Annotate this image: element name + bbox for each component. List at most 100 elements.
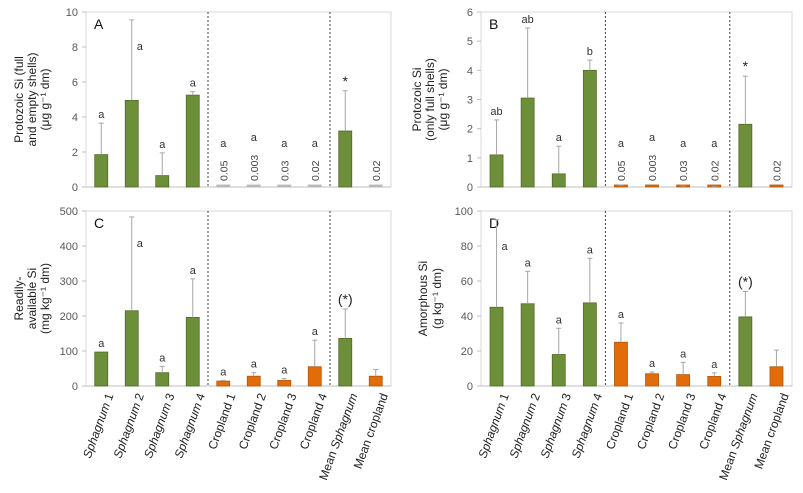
bar bbox=[520, 97, 535, 188]
x-category-text: 2 bbox=[130, 391, 147, 405]
significance-letter: a bbox=[159, 139, 166, 151]
significance-letter: * bbox=[743, 58, 749, 74]
y-tick-label: 0 bbox=[467, 182, 473, 194]
y-tick-label: 5 bbox=[467, 36, 473, 48]
y-tick-label: 4 bbox=[72, 112, 78, 124]
bar-value-label: 0.03 bbox=[279, 160, 291, 181]
significance-letter: a bbox=[312, 326, 319, 338]
y-tick-label: 400 bbox=[60, 241, 78, 253]
significance-letter: a bbox=[251, 132, 258, 144]
x-category-label: Cropland 4 bbox=[696, 391, 729, 451]
bar bbox=[645, 184, 659, 188]
significance-letter: a bbox=[281, 365, 288, 377]
bar bbox=[216, 380, 231, 387]
panel-letter: D bbox=[489, 215, 499, 231]
significance-letter: a bbox=[711, 359, 718, 371]
panel-letter: B bbox=[489, 16, 498, 32]
significance-letter: a bbox=[137, 41, 144, 53]
y-tick-label: 8 bbox=[72, 42, 78, 54]
bar bbox=[368, 375, 383, 387]
x-category-label: Sphagnum 2 bbox=[506, 391, 543, 460]
bar bbox=[769, 184, 784, 188]
significance-letter: a bbox=[587, 244, 594, 256]
x-category-text: Cropland 4 bbox=[696, 391, 729, 451]
significance-letter: a bbox=[501, 241, 508, 253]
x-category-text: Mean bbox=[716, 446, 741, 482]
y-tick-label: 6 bbox=[72, 77, 78, 89]
x-category-label: Sphagnum 1 bbox=[475, 391, 512, 460]
y-axis-title-line: Protozoic Si bbox=[410, 67, 424, 131]
bar bbox=[645, 373, 659, 387]
y-tick-label: 100 bbox=[60, 346, 78, 358]
bar bbox=[551, 354, 566, 387]
significance-letter: (*) bbox=[338, 291, 353, 307]
significance-letter: a bbox=[680, 138, 687, 150]
y-axis-title-line: Amorphous Si bbox=[416, 261, 430, 336]
y-axis-title-line: Protozoic Si (full bbox=[12, 56, 26, 143]
significance-letter: a bbox=[220, 138, 227, 150]
y-tick-label: 6 bbox=[467, 7, 473, 19]
bar bbox=[124, 310, 139, 387]
bar bbox=[307, 184, 322, 188]
x-category-label: Cropland 4 bbox=[297, 391, 330, 451]
x-category-label: Sphagnum 1 bbox=[80, 391, 117, 460]
bar-value-label: 0.003 bbox=[647, 155, 659, 181]
y-tick-label: 200 bbox=[60, 311, 78, 323]
bar bbox=[94, 351, 109, 387]
y-tick-label: 3 bbox=[467, 95, 473, 107]
x-category-label: Sphagnum 3 bbox=[537, 391, 574, 460]
y-tick-label: 1 bbox=[467, 153, 473, 165]
panel-letter: C bbox=[94, 215, 104, 231]
x-category-italic: Sphagnum bbox=[171, 401, 204, 460]
y-tick-label: 10 bbox=[66, 7, 78, 19]
bar bbox=[246, 375, 261, 387]
x-category-italic: Sphagnum bbox=[569, 401, 602, 460]
bar bbox=[246, 184, 261, 188]
significance-letter: a bbox=[251, 359, 258, 371]
significance-letter: a bbox=[680, 348, 687, 360]
significance-letter: a bbox=[312, 138, 319, 150]
x-category-text: Cropland 3 bbox=[665, 391, 698, 451]
significance-letter: a bbox=[711, 138, 718, 150]
y-tick-label: 2 bbox=[72, 147, 78, 159]
y-axis-title-line: and empty shells) bbox=[25, 52, 39, 146]
y-tick-label: 0 bbox=[72, 182, 78, 194]
x-category-text: Cropland 2 bbox=[236, 391, 269, 451]
x-category-text: 1 bbox=[495, 391, 512, 405]
significance-letter: a bbox=[98, 338, 105, 350]
bar bbox=[368, 184, 383, 188]
significance-letter: a bbox=[190, 265, 197, 277]
panel-b: 0 1 2 3 4 5 6 Protozoic Si (only full shells) (μg… bbox=[410, 7, 793, 194]
y-tick-label: 100 bbox=[455, 206, 473, 218]
x-category-italic: Sphagnum bbox=[141, 401, 174, 460]
x-category-label: Cropland 2 bbox=[634, 391, 667, 451]
y-axis-title-line: (μg g⁻¹ dm) bbox=[38, 69, 52, 131]
bar bbox=[676, 374, 691, 387]
x-category-text: Cropland 4 bbox=[297, 391, 330, 451]
bar bbox=[155, 175, 170, 188]
x-category-italic: Sphagnum bbox=[537, 401, 570, 460]
x-category-text: 1 bbox=[100, 391, 117, 405]
bar bbox=[707, 375, 722, 387]
y-axis-title-line: (only full shells) bbox=[423, 58, 437, 141]
bar-value-label: 0.05 bbox=[616, 160, 628, 181]
bar bbox=[582, 302, 597, 387]
bar bbox=[307, 366, 322, 387]
bar-value-label: 0.02 bbox=[709, 160, 721, 181]
y-tick-label: 300 bbox=[60, 276, 78, 288]
x-category-italic: Sphagnum bbox=[506, 401, 539, 460]
bar bbox=[489, 154, 504, 188]
significance-letter: a bbox=[525, 257, 532, 269]
y-axis-title-line: (μg g⁻¹ dm) bbox=[436, 69, 450, 131]
x-category-text: Mean bbox=[316, 446, 341, 482]
bar-value-label: 0.02 bbox=[771, 160, 783, 181]
y-tick-label: 0 bbox=[467, 381, 473, 393]
bar-value-label: 0.05 bbox=[218, 160, 230, 181]
bar bbox=[94, 154, 109, 188]
x-category-text: 2 bbox=[526, 391, 543, 405]
y-tick-label: 4 bbox=[467, 65, 473, 77]
significance-letter: a bbox=[618, 309, 625, 321]
x-category-label: Cropland 2 bbox=[236, 391, 269, 451]
bar-value-label: 0.02 bbox=[310, 160, 322, 181]
significance-letter: * bbox=[343, 73, 349, 89]
